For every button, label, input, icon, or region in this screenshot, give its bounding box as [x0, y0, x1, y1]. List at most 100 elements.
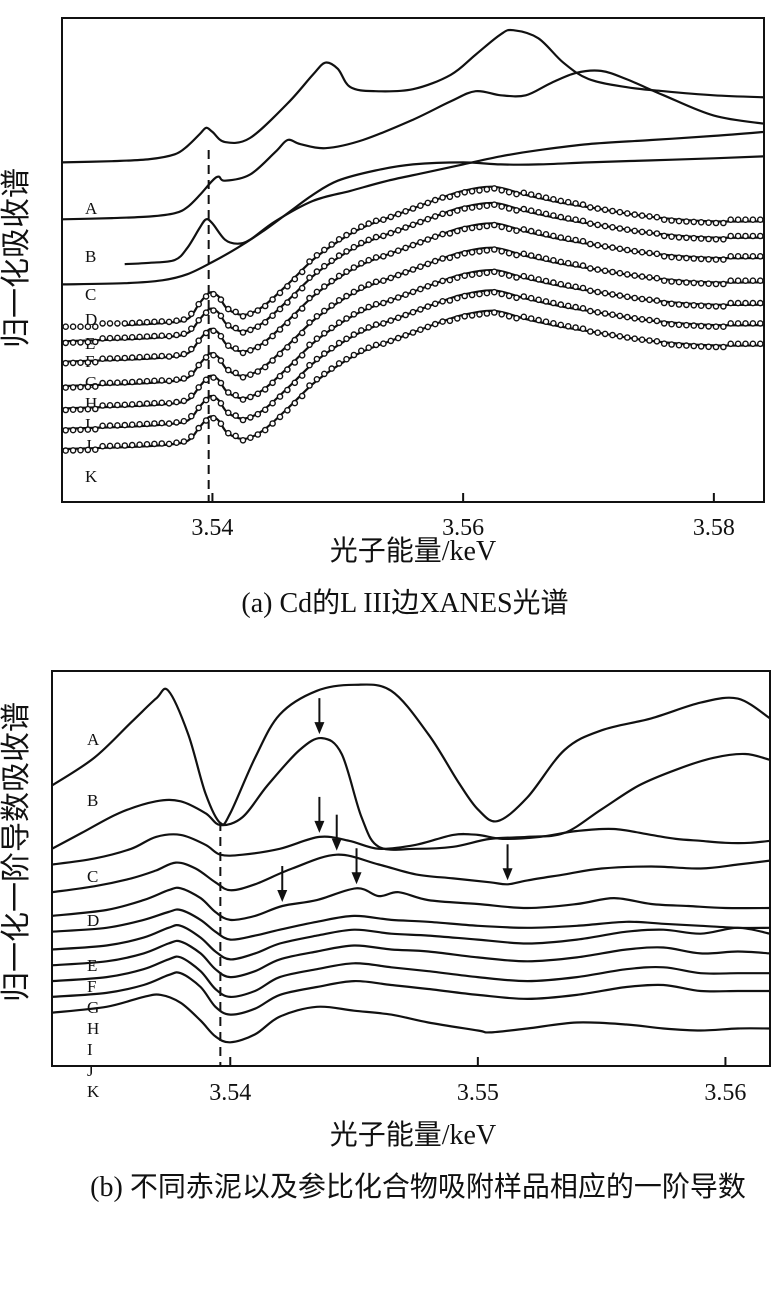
series-K-point: [749, 340, 757, 348]
series-E-point: [158, 318, 166, 325]
series-I-point: [99, 402, 106, 409]
series-J-point: [712, 323, 720, 331]
series-J-point: [284, 386, 291, 394]
series-E-point: [269, 296, 276, 303]
series-K-point: [106, 442, 114, 450]
series-F-point: [727, 232, 735, 240]
series-J-point: [165, 420, 173, 427]
series-H-point: [461, 249, 469, 257]
series-H-point: [431, 257, 439, 265]
series-E-point: [77, 323, 84, 331]
series-G-point: [77, 359, 84, 367]
series-I-point: [742, 299, 749, 307]
series-K-point: [284, 406, 291, 414]
series-K-point: [572, 324, 579, 331]
series-K-point: [594, 329, 602, 337]
series-E-point: [284, 282, 291, 290]
series-J-point: [742, 320, 749, 327]
series-E-point: [638, 212, 646, 219]
series-I-point: [187, 392, 195, 400]
series-G-point: [202, 329, 210, 337]
series-F-point: [498, 203, 506, 210]
series-J-point: [572, 303, 579, 311]
series-H-point: [380, 277, 387, 285]
series-I-point: [712, 303, 720, 310]
series-G-point: [653, 250, 661, 258]
series-I-point: [564, 282, 572, 289]
series-F-point: [490, 201, 498, 208]
series-H-point: [557, 258, 565, 266]
series-G-point: [402, 244, 409, 252]
series-F-point: [542, 210, 550, 218]
series-K-point: [431, 320, 439, 328]
series-F-point: [483, 202, 491, 209]
series-K-point: [564, 322, 572, 330]
series-J-point: [202, 396, 210, 404]
series-H-point: [62, 384, 69, 391]
series-G-point: [520, 226, 528, 233]
series-G-point: [320, 283, 328, 290]
series-G-point: [535, 229, 542, 236]
series-H-point: [402, 268, 409, 276]
series-F-point: [350, 243, 358, 251]
series-G-point: [483, 222, 491, 230]
series-G-point: [490, 221, 498, 229]
series-I-point: [705, 302, 712, 310]
series-G-point: [69, 359, 77, 367]
series-F-point: [298, 284, 306, 292]
series-F-point: [720, 235, 727, 243]
series-J-point: [624, 313, 631, 321]
series-I-point: [446, 276, 454, 284]
series-J-point: [136, 420, 143, 428]
series-I-point: [276, 372, 284, 380]
series-J-point: [239, 416, 247, 424]
series-G-point: [601, 243, 609, 250]
series-J-point: [720, 323, 727, 331]
series-H-point: [313, 312, 321, 320]
series-E-point: [653, 213, 661, 221]
series-J-point: [180, 417, 188, 425]
series-J-point: [564, 302, 572, 310]
series-E-point: [335, 235, 343, 243]
series-K-point: [757, 340, 764, 348]
series-J-point: [609, 311, 616, 319]
series-E-line: [52, 886, 770, 922]
series-I-point: [343, 315, 350, 322]
series-H-point: [298, 329, 306, 337]
series-J-point: [653, 317, 661, 325]
series-F-point: [239, 329, 247, 336]
series-K-point: [453, 315, 461, 322]
series-H-point: [121, 379, 129, 386]
series-F-point: [409, 221, 417, 229]
series-I-point: [660, 299, 668, 307]
panel-b-xlabel: 光子能量/keV: [330, 1119, 496, 1151]
series-J-point: [424, 303, 432, 310]
series-G-point: [106, 355, 114, 362]
series-J-point: [335, 339, 343, 347]
series-B-label: B: [85, 247, 96, 266]
series-G-point: [461, 225, 469, 233]
series-I-point: [328, 324, 336, 332]
series-J-point: [84, 426, 92, 433]
series-J-point: [690, 322, 698, 329]
series-H-point: [424, 260, 432, 268]
series-K-point: [114, 442, 121, 450]
series-G-point: [158, 352, 166, 360]
series-G-point: [727, 252, 735, 260]
series-E-point: [291, 275, 299, 283]
series-I-point: [461, 272, 469, 280]
series-H-point: [446, 254, 454, 262]
series-F-point: [320, 262, 328, 270]
series-K-point: [483, 310, 491, 317]
series-J-point: [446, 297, 454, 304]
x-tick-label: 3.54: [191, 515, 233, 541]
series-J-point: [557, 301, 565, 308]
series-H-point: [757, 277, 764, 285]
series-H-point: [520, 250, 528, 258]
series-F-point: [646, 229, 653, 236]
series-H-point: [690, 279, 698, 287]
series-H-point: [624, 271, 631, 278]
series-G-point: [217, 332, 225, 340]
series-C-line: [124, 130, 764, 266]
series-E-point: [151, 318, 158, 326]
